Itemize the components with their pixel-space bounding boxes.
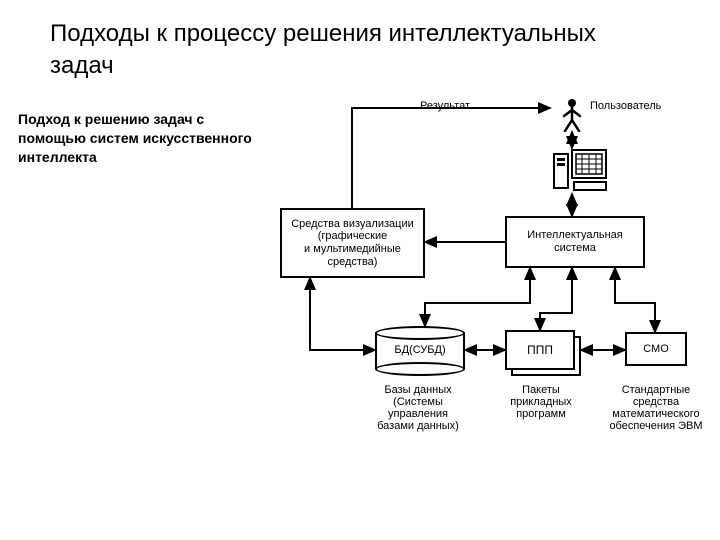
db-sublabel: Базы данных (Системы управления базами д… — [358, 384, 478, 432]
ai-approach-diagram: Результат Пользователь Средства визуализ… — [280, 98, 710, 518]
db-node: БД(СУБД) — [375, 326, 465, 376]
db-label: БД(СУБД) — [375, 344, 465, 356]
smo-sublabel: Стандартные средства математического обе… — [605, 384, 707, 432]
result-label: Результат — [410, 100, 480, 112]
intellect-node: Интеллектуальная система — [505, 216, 645, 268]
smo-node: СМО — [625, 332, 687, 366]
ppp-node: ППП — [505, 330, 581, 376]
user-label: Пользователь — [590, 100, 680, 112]
user-icon — [562, 98, 582, 132]
diagram-edges — [280, 98, 710, 518]
slide-subtitle: Подход к решению задач с помощью систем … — [18, 110, 268, 167]
computer-icon — [552, 148, 608, 194]
slide-title: Подходы к процессу решения интеллектуаль… — [50, 18, 650, 83]
viz-node: Средства визуализации (графические и мул… — [280, 208, 425, 278]
ppp-sublabel: Пакеты прикладных программ — [498, 384, 584, 420]
